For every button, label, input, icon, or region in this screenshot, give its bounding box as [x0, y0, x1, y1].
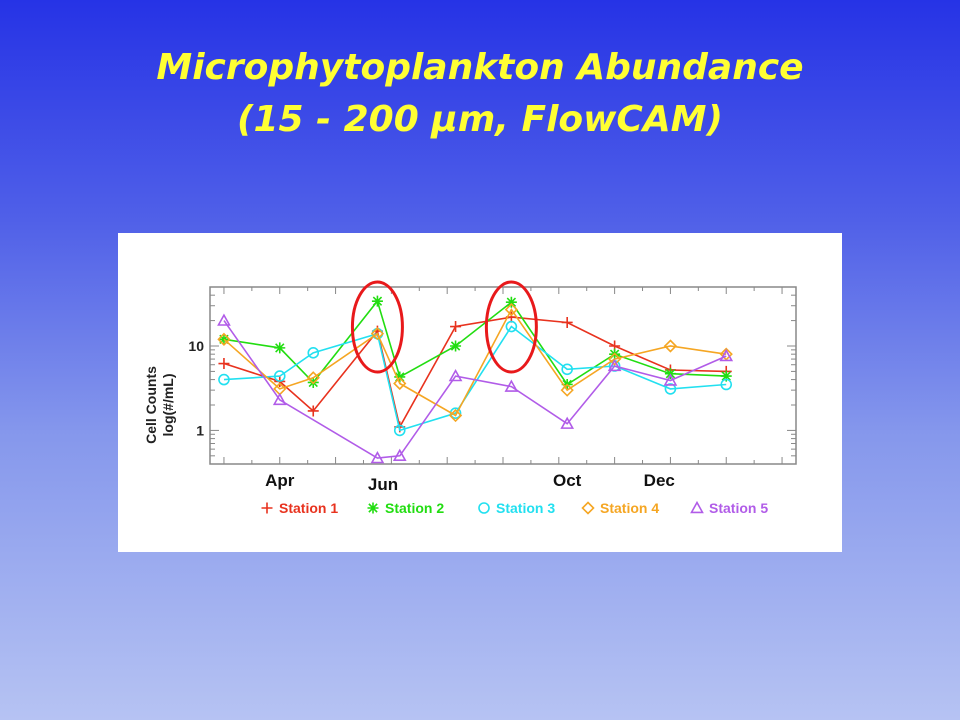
data-point [505, 296, 517, 308]
series-line [223, 308, 727, 417]
slide-title-line-1: Microphytoplankton Abundance [156, 47, 804, 88]
legend-label: Station 3 [496, 500, 555, 516]
data-point [663, 373, 678, 386]
data-point [560, 416, 575, 429]
data-point [370, 450, 385, 464]
data-point [273, 370, 286, 382]
data-point [719, 348, 734, 362]
data-point [274, 342, 286, 354]
data-point [561, 316, 573, 328]
slide-title-line-2: (15 - 200 µm, FlowCAM) [237, 99, 723, 140]
legend-label: Station 1 [279, 500, 338, 516]
data-point [217, 313, 231, 326]
data-point [505, 320, 518, 333]
legend-label: Station 5 [709, 500, 768, 516]
legend-label: Station 2 [385, 500, 444, 516]
chart-panel: Cell Counts log(#/mL) 1 10 Apr Jun Oct Dec S… [118, 233, 842, 552]
month-label: Apr [265, 471, 295, 490]
month-labels: Apr Jun Oct Dec [265, 471, 675, 494]
series-line [223, 325, 727, 432]
data-point [261, 502, 273, 514]
legend-item-station-5: Station 5 [690, 500, 768, 516]
data-point [478, 502, 490, 514]
data-point [307, 347, 320, 359]
data-point [392, 448, 407, 462]
y-tick-label: 1 [196, 422, 204, 438]
data-point [664, 383, 677, 395]
data-point [560, 383, 574, 397]
y-axis-label-line-2: log(#/mL) [160, 374, 176, 437]
data-point [448, 368, 463, 382]
data-point [607, 358, 622, 372]
data-point [370, 327, 385, 341]
data-point [504, 379, 519, 392]
data-point [581, 501, 595, 515]
legend-label: Station 4 [600, 500, 659, 516]
series-line [223, 299, 727, 386]
data-point [720, 378, 733, 391]
data-point [217, 332, 231, 346]
legend-item-station-4: Station 4 [581, 500, 659, 516]
axis-ticks [210, 286, 796, 465]
series-station-3 [218, 320, 733, 437]
data-point [367, 502, 379, 514]
data-point [561, 363, 573, 376]
data-point [307, 405, 319, 417]
data-point [218, 333, 230, 345]
series-layer [217, 295, 734, 464]
data-point [393, 376, 407, 391]
data-point [450, 321, 462, 333]
data-point [720, 370, 732, 382]
highlight-ellipse [350, 280, 404, 374]
data-point [690, 500, 704, 514]
data-point [448, 408, 463, 423]
series-station-5 [217, 313, 734, 464]
series-station-4 [217, 302, 733, 423]
month-label: Oct [553, 471, 582, 490]
legend-item-station-3: Station 3 [478, 500, 555, 516]
y-tick-label: 10 [188, 338, 204, 354]
data-point [218, 358, 230, 370]
abundance-chart: Cell Counts log(#/mL) 1 10 Apr Jun Oct Dec S… [143, 280, 797, 516]
month-label: Jun [368, 475, 398, 494]
legend: Station 1 Station 2 Station 3 Station 4 Stat… [261, 500, 768, 516]
data-point [504, 302, 519, 317]
data-point [272, 392, 287, 406]
data-point [306, 371, 320, 385]
data-point [663, 339, 678, 353]
series-line [223, 316, 727, 430]
legend-item-station-2: Station 2 [367, 500, 444, 516]
highlight-ellipse [484, 280, 538, 374]
data-point [393, 424, 406, 437]
highlight-layer [350, 280, 538, 374]
month-label: Dec [644, 471, 675, 490]
y-tick-labels: 1 10 [188, 338, 204, 438]
data-point [450, 340, 462, 352]
y-axis-label-line-1: Cell Counts [143, 366, 159, 444]
series-line [223, 320, 727, 459]
data-point [371, 295, 383, 307]
data-point [218, 373, 230, 386]
data-point [607, 352, 622, 366]
legend-item-station-1: Station 1 [261, 500, 338, 516]
